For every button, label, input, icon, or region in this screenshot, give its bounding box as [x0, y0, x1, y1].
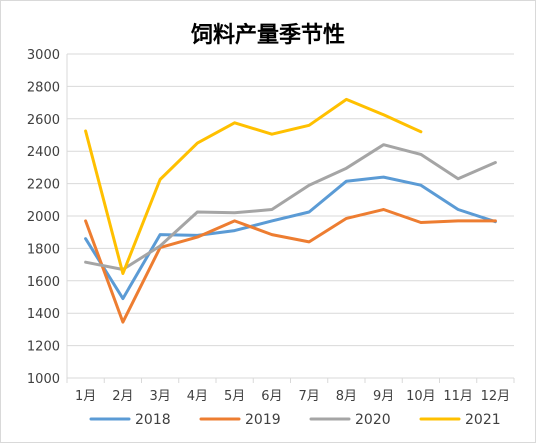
y-tick-label: 2400	[27, 145, 60, 160]
legend-label: 2020	[355, 412, 391, 428]
y-tick-label: 1000	[27, 372, 60, 387]
x-tick-label: 5月	[224, 389, 245, 404]
x-tick-label: 11月	[443, 389, 473, 404]
series-line-2018	[84, 175, 497, 301]
y-tick-label: 2000	[27, 210, 60, 225]
series-line-2020	[84, 143, 497, 271]
y-tick-label: 2800	[27, 80, 60, 95]
axes: 1000 1200 1400 1600 1800 2000 2200 2400 2600 2800…	[27, 48, 515, 404]
x-tick-label: 3月	[149, 389, 170, 404]
x-tick-label: 2月	[112, 389, 133, 404]
y-tick-label: 2600	[27, 113, 60, 128]
legend-label: 2021	[465, 412, 501, 428]
y-tick-label: 1200	[27, 340, 60, 355]
x-tick-label: 8月	[336, 389, 357, 404]
series-line-2021	[84, 97, 423, 275]
x-tick-label: 6月	[261, 389, 282, 404]
series-lines	[84, 97, 497, 324]
chart-title: 饲料产量季节性	[190, 22, 345, 48]
y-tick-label: 1400	[27, 307, 60, 322]
x-tick-label: 1月	[75, 389, 96, 404]
x-tick-label: 7月	[298, 389, 319, 404]
x-tick-label: 9月	[373, 389, 394, 404]
legend-label: 2019	[245, 412, 281, 428]
y-tick-label: 1600	[27, 275, 60, 290]
x-tick-label: 12月	[481, 389, 511, 404]
y-tick-label: 2200	[27, 178, 60, 193]
y-tick-label: 3000	[27, 48, 60, 63]
legend: 2018 2019 2020 2021	[89, 412, 501, 428]
series-line-2019	[84, 208, 497, 324]
legend-label: 2018	[135, 412, 171, 428]
x-tick-label: 10月	[406, 389, 436, 404]
y-tick-label: 1800	[27, 242, 60, 257]
x-tick-label: 4月	[187, 389, 208, 404]
